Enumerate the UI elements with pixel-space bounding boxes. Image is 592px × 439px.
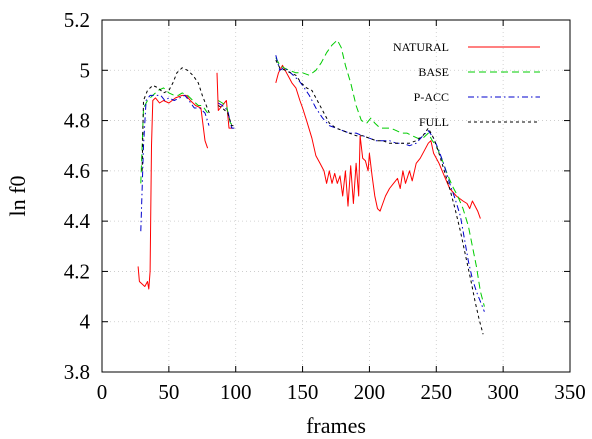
series-line-p-acc: [275, 55, 485, 312]
y-tick-label: 4.4: [64, 209, 91, 233]
series-line-full: [141, 67, 211, 171]
y-tick-label: 4: [80, 310, 91, 334]
plot-lines: [137, 39, 485, 335]
x-tick-label: 200: [354, 380, 386, 404]
series-natural: [137, 64, 481, 290]
y-tick-label: 3.8: [64, 360, 90, 384]
axis-ticks: [101, 19, 571, 373]
series-line-full: [275, 59, 484, 335]
x-axis-label: frames: [306, 413, 366, 438]
x-tick-label: 300: [487, 380, 519, 404]
x-tick-labels: 0 50 100 150 200 250 300 350: [97, 380, 586, 404]
x-tick-label: 150: [287, 380, 319, 404]
series-line-natural: [216, 72, 233, 129]
series-p-acc: [140, 55, 485, 312]
y-tick-label: 4.2: [64, 259, 90, 283]
y-tick-label: 5: [80, 58, 91, 82]
series-line-natural: [275, 64, 481, 219]
legend-label: NATURAL: [393, 40, 449, 54]
series-line-base: [275, 39, 485, 307]
y-tick-label: 4.8: [64, 109, 90, 133]
legend-label: FULL: [419, 115, 449, 129]
y-tick-label: 5.2: [64, 8, 90, 32]
plot-frame: [101, 19, 571, 373]
series-line-p-acc: [140, 94, 210, 232]
legend-label: P-ACC: [414, 90, 449, 104]
y-tick-labels: 3.8 4 4.2 4.4 4.6 4.8 5 5.2: [64, 8, 91, 384]
series-base: [140, 39, 485, 307]
grid: [101, 19, 571, 373]
x-tick-label: 50: [158, 380, 179, 404]
legend-label: BASE: [418, 65, 449, 79]
series-full: [141, 59, 484, 335]
series-line-p-acc: [218, 102, 235, 129]
series-line-natural: [137, 94, 209, 290]
x-tick-label: 250: [421, 380, 453, 404]
y-tick-label: 4.6: [64, 159, 90, 183]
series-line-base: [140, 87, 209, 184]
y-axis-label: ln f0: [5, 176, 30, 217]
x-tick-label: 100: [220, 380, 252, 404]
legend: NATURAL BASE P-ACC FULL: [393, 40, 540, 129]
series-line-full: [218, 105, 235, 127]
series-line-base: [218, 100, 235, 127]
x-tick-label: 350: [554, 380, 586, 404]
x-tick-label: 0: [97, 380, 108, 404]
